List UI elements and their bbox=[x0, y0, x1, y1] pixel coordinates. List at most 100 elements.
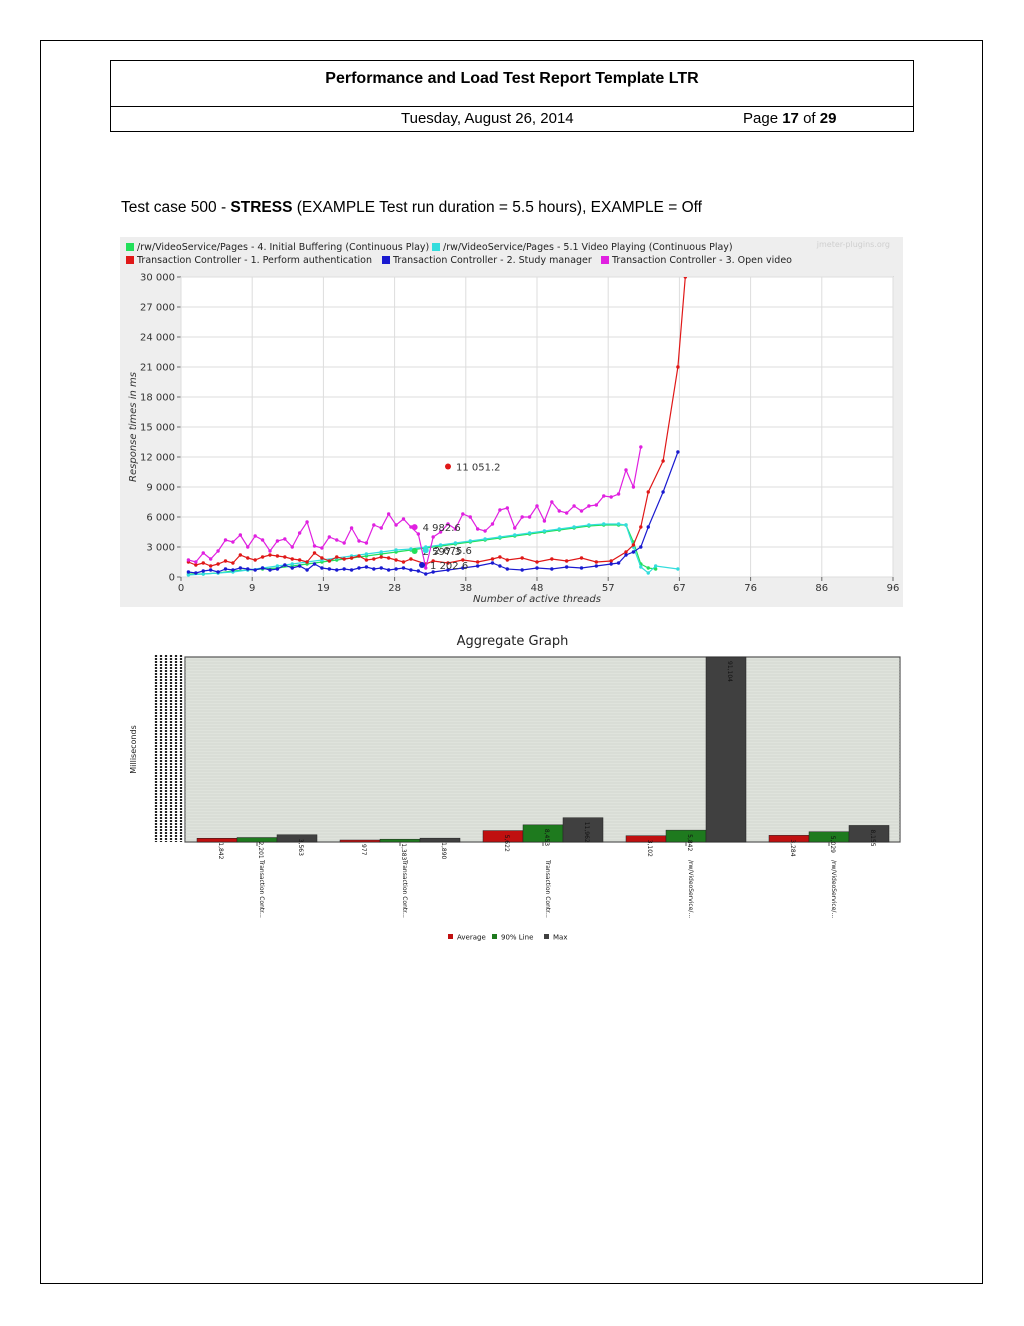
y-axis-label: Milliseconds bbox=[129, 725, 138, 774]
legend-label: 90% Line bbox=[501, 934, 533, 942]
legend-swatch bbox=[448, 934, 453, 939]
x-tick-label: 19 bbox=[317, 583, 330, 594]
series-point bbox=[409, 557, 413, 561]
annotation-marker bbox=[419, 561, 426, 568]
series-point bbox=[246, 556, 250, 560]
series-point bbox=[260, 538, 265, 542]
bar bbox=[705, 656, 747, 843]
series-point bbox=[683, 277, 688, 279]
series-point bbox=[394, 548, 398, 552]
bar-value-label: 91,104 bbox=[726, 661, 733, 682]
series-point bbox=[312, 544, 317, 548]
series-point bbox=[194, 563, 198, 567]
test-case-caption: Test case 500 - STRESS (EXAMPLE Test run… bbox=[121, 199, 702, 217]
series-point bbox=[379, 550, 383, 554]
annotation-label: 4 982.6 bbox=[423, 523, 461, 534]
legend-label: Max bbox=[553, 934, 567, 942]
series-point bbox=[550, 500, 554, 504]
series-point bbox=[446, 522, 450, 526]
series-point bbox=[305, 560, 309, 564]
legend-swatch bbox=[544, 934, 549, 939]
plot-area bbox=[184, 656, 901, 843]
x-axis-label: Number of active threads bbox=[473, 594, 601, 605]
series-point bbox=[357, 539, 361, 543]
x-tick-label: 9 bbox=[249, 583, 255, 594]
series-point bbox=[513, 526, 517, 530]
series-point bbox=[327, 535, 332, 539]
series-point bbox=[201, 569, 205, 573]
series-point bbox=[602, 494, 606, 498]
series-point bbox=[253, 568, 257, 572]
series-point bbox=[208, 557, 213, 561]
series-point bbox=[653, 567, 658, 571]
series-point bbox=[535, 566, 539, 570]
x-tick-label: Transaction Contr... bbox=[544, 859, 551, 918]
x-tick-label: 67 bbox=[673, 583, 686, 594]
x-tick-label: 38 bbox=[459, 583, 472, 594]
chart-watermark: jmeter-plugins.org bbox=[816, 240, 890, 249]
caption-prefix: Test case 500 - bbox=[121, 199, 231, 216]
series-point bbox=[475, 560, 480, 564]
caption-suffix: (EXAMPLE Test run duration = 5.5 hours),… bbox=[292, 199, 702, 216]
annotation-label: 1 202.6 bbox=[430, 561, 468, 572]
series-point bbox=[364, 565, 369, 569]
series-point bbox=[676, 567, 680, 571]
series-point bbox=[461, 566, 465, 570]
x-tick-label: Transaction Contr... bbox=[258, 859, 265, 918]
response-times-chart: 0 3 000 6 000 9 000 12 000 15 000 18 000 21 000… bbox=[120, 237, 903, 607]
series-point bbox=[639, 545, 643, 549]
series-point bbox=[194, 571, 198, 575]
series-point bbox=[268, 568, 272, 572]
series-point bbox=[320, 556, 324, 560]
series-point bbox=[401, 517, 406, 521]
series-point bbox=[290, 545, 294, 549]
series-point bbox=[446, 561, 450, 565]
series-point bbox=[431, 570, 435, 574]
page-of: of bbox=[803, 110, 816, 127]
series-point bbox=[453, 541, 458, 545]
series-point bbox=[624, 550, 628, 554]
series-point bbox=[520, 515, 524, 519]
legend-swatch bbox=[382, 256, 390, 264]
legend-swatch bbox=[126, 243, 134, 251]
bar bbox=[276, 834, 318, 843]
page-current: 17 bbox=[782, 110, 799, 127]
series-point bbox=[364, 552, 369, 556]
series-point bbox=[320, 546, 324, 550]
series-point bbox=[587, 523, 591, 527]
series-point bbox=[342, 567, 346, 571]
series-point bbox=[253, 534, 257, 538]
annotation-label: 2 675.6 bbox=[434, 546, 472, 557]
series-point bbox=[631, 485, 636, 489]
series-point bbox=[231, 561, 235, 565]
bar-value-label: 3,284 bbox=[789, 839, 796, 856]
legend-swatch bbox=[432, 243, 440, 251]
series-point bbox=[446, 568, 450, 572]
series-point bbox=[357, 566, 361, 570]
series-point bbox=[431, 535, 435, 539]
series-point bbox=[312, 551, 317, 555]
bar bbox=[522, 824, 564, 843]
series-point bbox=[424, 566, 428, 570]
series-point bbox=[602, 522, 606, 526]
bar-value-label: 5,842 bbox=[686, 834, 693, 851]
response-times-svg: 0 3 000 6 000 9 000 12 000 15 000 18 000 21 000… bbox=[126, 240, 899, 605]
series-point bbox=[505, 567, 510, 571]
series-point bbox=[208, 568, 213, 572]
series-point bbox=[401, 566, 406, 570]
series-point bbox=[335, 568, 339, 572]
legend-swatch bbox=[126, 256, 134, 264]
series-point bbox=[579, 566, 584, 570]
series-point bbox=[297, 558, 302, 562]
series-point bbox=[438, 530, 443, 534]
series-point bbox=[513, 533, 517, 537]
series-point bbox=[676, 450, 680, 454]
series-point bbox=[379, 555, 383, 559]
series-point bbox=[253, 558, 257, 562]
series-point bbox=[201, 572, 205, 576]
series-point bbox=[260, 555, 265, 559]
series-point bbox=[290, 557, 294, 561]
series-point bbox=[616, 522, 621, 526]
legend-label: Average bbox=[457, 934, 486, 942]
series-point bbox=[624, 553, 628, 557]
